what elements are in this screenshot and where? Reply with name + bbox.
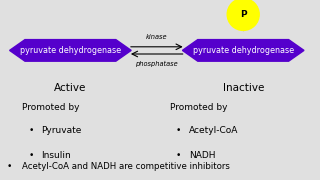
Text: pyruvate dehydrogenase: pyruvate dehydrogenase	[20, 46, 121, 55]
Polygon shape	[182, 40, 304, 61]
Text: •: •	[6, 162, 12, 171]
Text: NADH: NADH	[189, 151, 215, 160]
Text: Inactive: Inactive	[222, 83, 264, 93]
Text: P: P	[240, 10, 246, 19]
Ellipse shape	[227, 0, 259, 30]
Text: Acetyl-CoA and NADH are competitive inhibitors: Acetyl-CoA and NADH are competitive inhi…	[22, 162, 230, 171]
Text: •: •	[29, 151, 34, 160]
Text: Acetyl-CoA: Acetyl-CoA	[189, 126, 238, 135]
Text: •: •	[176, 126, 181, 135]
Text: Active: Active	[54, 83, 87, 93]
Text: •: •	[29, 126, 34, 135]
Text: Promoted by: Promoted by	[22, 103, 80, 112]
Text: •: •	[176, 151, 181, 160]
Text: kinase: kinase	[146, 34, 168, 40]
Text: Promoted by: Promoted by	[170, 103, 227, 112]
Text: Insulin: Insulin	[42, 151, 71, 160]
Text: pyruvate dehydrogenase: pyruvate dehydrogenase	[193, 46, 294, 55]
Text: Pyruvate: Pyruvate	[42, 126, 82, 135]
Text: phosphatase: phosphatase	[135, 61, 178, 67]
Polygon shape	[10, 40, 131, 61]
